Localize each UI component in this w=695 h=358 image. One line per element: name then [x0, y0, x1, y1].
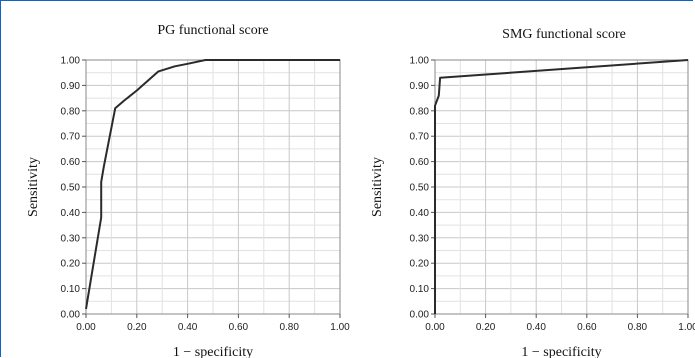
y-tick-label: 0.50 [61, 183, 81, 194]
x-tick-label: 1.00 [678, 322, 695, 333]
x-tick-label: 0.00 [425, 322, 445, 333]
chart-title: SMG functional score [502, 27, 626, 42]
y-axis-title: Sensitivity [370, 157, 385, 217]
y-tick-label: 1.00 [61, 56, 81, 67]
y-tick-label: 0.20 [61, 259, 81, 270]
roc-curve [434, 59, 689, 314]
x-tick-label: 0.80 [628, 322, 648, 333]
chart-pg: PG functional score 0.00 0.10 0.20 0.30 0.40 0… [26, 23, 350, 358]
y-axis-title: Sensitivity [26, 157, 41, 217]
y-tick-label: 0.40 [61, 208, 81, 219]
x-tick-label: 0.40 [178, 322, 198, 333]
chart-title: PG functional score [157, 23, 268, 38]
y-tick-label: 0.10 [61, 284, 81, 295]
y-tick-label: 0.10 [410, 284, 430, 295]
y-tick-label: 0.80 [61, 106, 81, 117]
y-tick-label: 0.90 [61, 81, 81, 92]
y-tick-label: 0.00 [61, 310, 81, 321]
y-tick-label: 0.70 [410, 132, 430, 143]
x-axis-title: 1 − specificity [521, 345, 601, 358]
y-tick-label: 0.40 [410, 208, 430, 219]
y-tick-label: 0.60 [410, 157, 430, 168]
x-tick-label: 0.60 [229, 322, 249, 333]
roc-curve [85, 59, 340, 310]
x-axis-title: 1 − specificity [173, 345, 253, 358]
x-tick-label: 1.00 [330, 322, 350, 333]
y-tick-label: 0.60 [61, 157, 81, 168]
chart-smg: SMG functional score 0.00 0.10 0.20 0.30 0.40… [370, 27, 695, 358]
x-tick-label: 0.60 [577, 322, 597, 333]
x-tick-label: 0.20 [476, 322, 496, 333]
y-tick-label: 1.00 [410, 56, 430, 67]
x-tick-label: 0.80 [279, 322, 299, 333]
y-tick-label: 0.80 [410, 106, 430, 117]
y-tick-label: 0.20 [410, 259, 430, 270]
x-tick-label: 0.40 [526, 322, 546, 333]
y-tick-label: 0.90 [410, 81, 430, 92]
y-tick-label: 0.00 [410, 310, 430, 321]
y-tick-label: 0.50 [410, 183, 430, 194]
x-tick-label: 0.00 [76, 322, 96, 333]
y-tick-label: 0.30 [61, 233, 81, 244]
y-tick-label: 0.30 [410, 233, 430, 244]
y-tick-label: 0.70 [61, 132, 81, 143]
x-tick-label: 0.20 [127, 322, 147, 333]
